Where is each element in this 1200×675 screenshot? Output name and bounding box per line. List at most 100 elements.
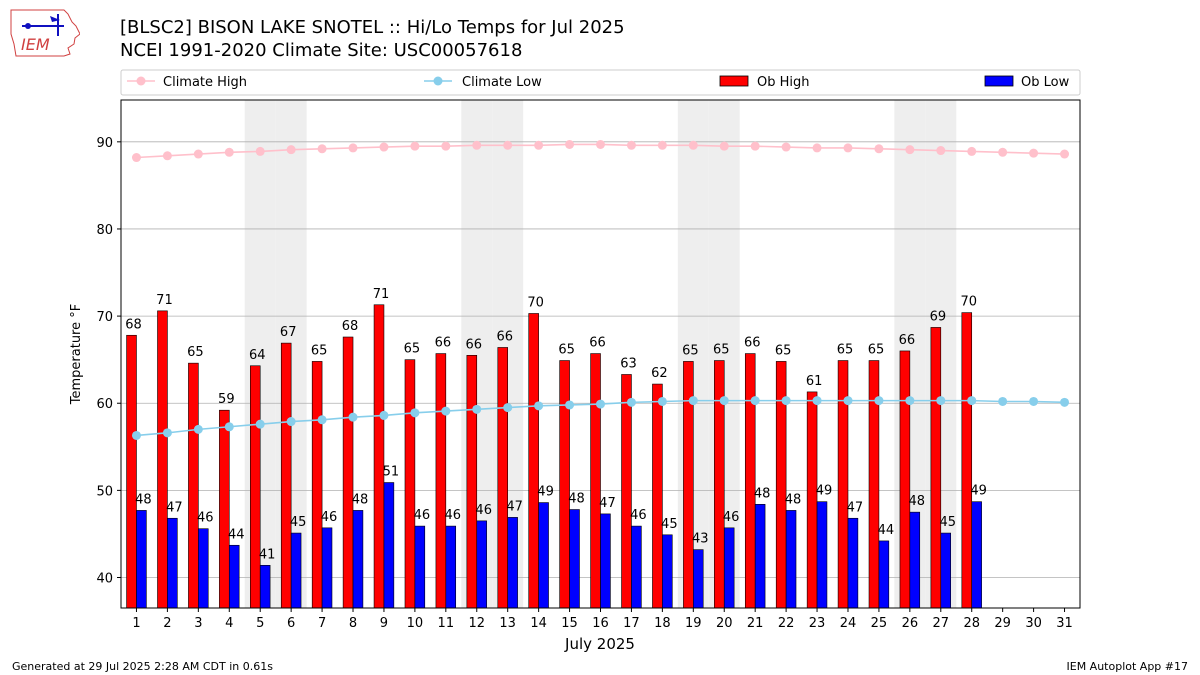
ob-low-bar <box>228 544 240 609</box>
ob-high-bar-label: 65 <box>682 343 699 358</box>
ob-high-bar-label: 61 <box>806 374 823 389</box>
ob-high-bar <box>435 353 447 609</box>
x-tick-label: 15 <box>561 616 578 631</box>
ob-low-bar <box>754 504 766 609</box>
y-tick-label: 60 <box>96 397 113 412</box>
ob-low-bar <box>693 549 704 609</box>
climate-low-point <box>626 397 636 407</box>
ob-high-bar <box>280 342 292 609</box>
ob-low-bar-label: 47 <box>599 496 616 511</box>
x-tick-label: 4 <box>225 616 233 631</box>
x-tick-label: 20 <box>716 616 733 631</box>
ob-high-bar <box>899 350 911 609</box>
climate-high-point <box>565 139 575 149</box>
ob-high-bar <box>559 360 570 609</box>
y-tick-label: 40 <box>96 572 113 587</box>
climate-low-point <box>472 404 482 414</box>
ob-high-bar-label: 66 <box>496 329 513 344</box>
ob-low-bar-label: 48 <box>909 494 926 509</box>
ob-high-bar <box>497 347 508 609</box>
ob-low-bar <box>538 502 549 609</box>
ob-low-bar-label: 48 <box>135 492 152 507</box>
legend-climate-high-marker <box>136 76 146 86</box>
y-tick-label: 80 <box>96 223 113 238</box>
ob-low-bar-label: 49 <box>537 485 554 500</box>
y-tick-label: 70 <box>96 310 113 325</box>
ob-low-bar-label: 46 <box>630 508 647 523</box>
climate-high-point <box>348 143 358 153</box>
ob-high-bar-label: 65 <box>713 343 730 358</box>
x-tick-label: 29 <box>994 616 1011 631</box>
x-tick-label: 30 <box>1025 616 1042 631</box>
climate-high-point <box>905 145 915 155</box>
ob-high-bar <box>930 327 942 609</box>
climate-low-point <box>379 410 389 420</box>
x-tick-label: 1 <box>132 616 140 631</box>
climate-high-point <box>626 140 636 150</box>
x-tick-label: 21 <box>747 616 764 631</box>
ob-high-bar-label: 65 <box>558 343 575 358</box>
climate-high-point <box>441 141 451 151</box>
ob-high-bar <box>311 361 323 609</box>
climate-high-point <box>936 146 946 156</box>
ob-high-bar <box>219 409 230 609</box>
legend-ob-high-swatch <box>719 75 749 87</box>
weather-station-dot <box>25 23 31 29</box>
climate-high-point <box>472 140 482 150</box>
climate-high-point <box>843 143 853 153</box>
ob-low-bar <box>816 501 828 609</box>
ob-high-bar-label: 64 <box>249 348 266 363</box>
legend-climate-high-label: Climate High <box>163 75 247 90</box>
app-credit: IEM Autoplot App #17 <box>1066 660 1189 673</box>
ob-high-bar-label: 65 <box>311 343 328 358</box>
ob-low-bar-label: 51 <box>383 465 400 480</box>
ob-low-bar <box>940 532 951 609</box>
climate-low-point <box>719 396 729 406</box>
legend-frame <box>120 69 1081 96</box>
ob-low-bar <box>198 528 209 609</box>
ob-high-bar-label: 66 <box>899 333 916 348</box>
climate-low-point <box>967 396 977 406</box>
ob-low-bar <box>352 510 364 609</box>
climate-low-point <box>162 428 172 438</box>
x-tick-label: 23 <box>809 616 826 631</box>
ob-high-bar-label: 68 <box>125 317 142 332</box>
x-tick-label: 8 <box>349 616 357 631</box>
ob-low-bar-label: 45 <box>661 517 678 532</box>
ob-high-bar-label: 68 <box>342 319 359 334</box>
climate-low-point <box>750 396 760 406</box>
ob-low-bar-label: 46 <box>475 503 492 518</box>
ob-high-bar <box>188 362 199 609</box>
climate-low-point <box>503 403 513 413</box>
ob-low-bar <box>414 525 426 609</box>
x-axis-label: July 2025 <box>564 635 635 653</box>
ob-low-bar-label: 45 <box>939 515 956 530</box>
ob-low-bar <box>507 517 518 609</box>
x-tick-label: 28 <box>963 616 980 631</box>
climate-low-point <box>657 396 667 406</box>
climate-low-point <box>131 430 141 440</box>
logo-text: IEM <box>21 35 50 54</box>
ob-high-bar-label: 65 <box>775 343 792 358</box>
climate-low-point <box>193 424 203 434</box>
ob-low-bar <box>136 510 147 609</box>
ob-low-bar <box>445 525 457 609</box>
ob-low-bar <box>785 510 797 609</box>
ob-low-bar-label: 48 <box>754 486 771 501</box>
climate-high-point <box>286 145 296 155</box>
legend: Climate High Climate Low Ob High Ob Low <box>120 69 1081 96</box>
ob-low-bar-label: 46 <box>414 508 431 523</box>
ob-high-bar <box>528 313 539 609</box>
climate-high-point <box>255 146 265 156</box>
ob-high-bar <box>590 353 601 609</box>
climate-high-point <box>874 144 884 154</box>
legend-ob-high-label: Ob High <box>757 75 810 90</box>
climate-high-point <box>1060 149 1070 159</box>
ob-high-bar-label: 65 <box>868 343 885 358</box>
ob-low-bar <box>662 534 673 609</box>
ob-high-bar-label: 65 <box>404 342 421 357</box>
climate-high-point <box>317 144 327 154</box>
x-tick-label: 24 <box>840 616 857 631</box>
x-tick-label: 10 <box>407 616 424 631</box>
climate-low-point <box>1060 397 1070 407</box>
